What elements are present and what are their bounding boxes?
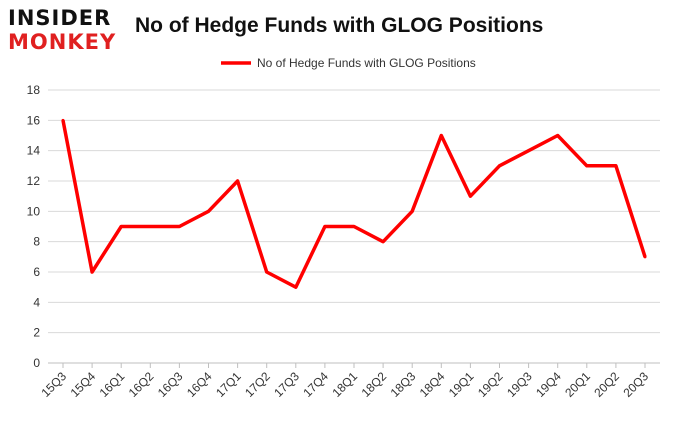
x-tick-label: 15Q4	[68, 369, 99, 400]
data-point	[61, 118, 65, 122]
y-tick-label: 0	[33, 356, 40, 370]
series-layer	[61, 118, 647, 289]
data-point	[207, 209, 210, 213]
y-tick-label: 12	[27, 174, 41, 188]
x-tick-label: 20Q1	[562, 369, 593, 400]
x-tick-label: 17Q3	[271, 369, 302, 400]
y-axis-ticks: 0 2 4 6 8 10 12 14 16 18	[27, 83, 41, 370]
data-point	[498, 164, 501, 168]
x-tick-label: 16Q1	[97, 369, 128, 400]
y-tick-label: 16	[27, 113, 41, 127]
data-point	[439, 134, 443, 137]
data-point	[410, 209, 414, 213]
data-point	[381, 240, 385, 244]
x-tick-label: 16Q2	[126, 369, 157, 400]
x-tick-label: 19Q2	[475, 369, 506, 400]
data-point	[643, 255, 647, 259]
x-tick-label: 20Q3	[620, 369, 651, 400]
insider-monkey-logo: INSIDER MONKEY	[8, 6, 128, 54]
x-tick-label: 19Q4	[533, 369, 564, 400]
legend-label: No of Hedge Funds with GLOG Positions	[257, 56, 476, 70]
y-tick-label: 2	[33, 326, 40, 340]
data-point	[468, 194, 472, 198]
y-tick-label: 4	[33, 295, 40, 309]
y-tick-label: 6	[33, 265, 40, 279]
x-tick-label: 18Q1	[329, 369, 360, 400]
x-tick-label: 15Q3	[38, 369, 69, 400]
data-point	[585, 164, 589, 168]
data-point	[90, 270, 94, 274]
x-tick-label: 20Q2	[591, 369, 622, 400]
x-tick-label: 18Q3	[388, 369, 419, 400]
legend: No of Hedge Funds with GLOG Positions	[221, 56, 476, 70]
x-tick-label: 19Q3	[504, 369, 535, 400]
logo-line-2: MONKEY	[8, 30, 117, 54]
x-tick-label: 18Q4	[417, 369, 448, 400]
data-point	[148, 225, 152, 228]
y-tick-label: 10	[27, 204, 41, 218]
data-point	[556, 134, 560, 137]
x-tick-label: 16Q4	[184, 369, 215, 400]
gridlines	[48, 89, 660, 364]
x-tick-label: 17Q1	[213, 369, 244, 400]
x-axis-ticks: 15Q315Q416Q116Q216Q316Q417Q117Q217Q317Q4…	[38, 363, 651, 400]
y-tick-label: 8	[33, 235, 40, 249]
data-point	[527, 149, 531, 153]
data-point	[352, 225, 356, 228]
x-tick-label: 17Q2	[242, 369, 273, 400]
chart-title: No of Hedge Funds with GLOG Positions	[135, 14, 544, 37]
series-line	[61, 119, 647, 289]
data-point	[294, 285, 298, 289]
x-tick-label: 18Q2	[359, 369, 390, 400]
y-tick-label: 18	[27, 83, 41, 97]
data-point	[614, 164, 618, 168]
x-tick-label: 19Q1	[446, 369, 477, 400]
x-tick-label: 17Q4	[300, 369, 331, 400]
data-point	[323, 225, 327, 228]
y-tick-label: 14	[27, 144, 41, 158]
x-tick-label: 16Q3	[155, 369, 186, 400]
data-point	[177, 225, 181, 228]
data-point	[265, 270, 269, 274]
logo-line-1: INSIDER	[8, 6, 112, 30]
data-point	[119, 225, 123, 228]
data-point	[236, 179, 240, 183]
